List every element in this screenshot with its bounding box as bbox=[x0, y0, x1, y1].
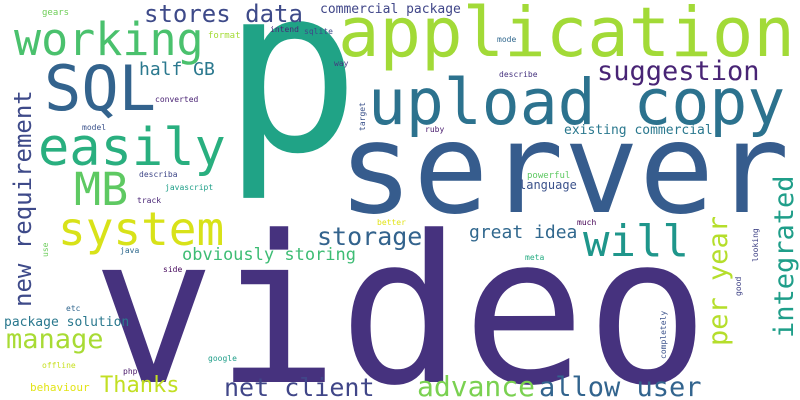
word: advance bbox=[417, 370, 535, 400]
word: upload copy bbox=[368, 66, 785, 139]
word: existing commercial bbox=[564, 123, 713, 138]
word: server bbox=[338, 97, 790, 242]
word: integrated bbox=[769, 175, 800, 338]
word: intend bbox=[270, 25, 299, 34]
word: meta bbox=[525, 253, 544, 262]
word: use bbox=[41, 242, 50, 257]
word: p bbox=[222, 0, 360, 205]
word: easily bbox=[38, 118, 226, 178]
word: better bbox=[377, 218, 406, 227]
word: will bbox=[583, 216, 689, 267]
word: offline bbox=[42, 361, 76, 370]
word: ruby bbox=[425, 125, 444, 134]
word: behaviour bbox=[30, 381, 90, 394]
word: model bbox=[82, 123, 106, 132]
word: track bbox=[137, 196, 161, 205]
word: allow user bbox=[539, 372, 702, 400]
word: system bbox=[58, 202, 224, 256]
word: suggestion bbox=[597, 56, 760, 87]
word: google bbox=[208, 354, 237, 363]
word: great idea bbox=[469, 222, 577, 243]
word: javascript bbox=[165, 183, 213, 192]
word: powerful bbox=[527, 171, 570, 181]
word: looking bbox=[751, 228, 760, 262]
word: good bbox=[734, 277, 743, 296]
word: mode bbox=[497, 35, 516, 44]
word: commercial package bbox=[320, 2, 461, 17]
word: half GB bbox=[139, 59, 215, 80]
word: side bbox=[163, 265, 182, 274]
word: sqlite bbox=[304, 27, 333, 36]
word: php bbox=[123, 367, 138, 376]
word: much bbox=[577, 218, 596, 227]
word: package solution bbox=[4, 315, 129, 330]
word: SQL bbox=[44, 52, 156, 125]
word: working bbox=[14, 13, 204, 66]
word: completely bbox=[659, 311, 668, 359]
word: storage bbox=[317, 222, 422, 251]
word: Thanks bbox=[100, 373, 179, 398]
word: way bbox=[334, 59, 349, 68]
word: etc bbox=[66, 304, 81, 313]
word: language bbox=[519, 178, 577, 192]
word: per year bbox=[703, 216, 734, 346]
word: stores data bbox=[144, 0, 303, 28]
word: format bbox=[208, 31, 241, 41]
word: MB bbox=[74, 163, 128, 216]
word: gears bbox=[42, 8, 69, 18]
word: describa bbox=[139, 170, 178, 179]
word: converted bbox=[155, 95, 199, 104]
word: java bbox=[120, 246, 139, 255]
word: describe bbox=[499, 70, 538, 79]
word: net client bbox=[224, 373, 375, 400]
word: new requirement bbox=[9, 90, 37, 307]
word: obviously storing bbox=[182, 245, 356, 265]
word: application bbox=[338, 0, 795, 73]
word: video bbox=[92, 193, 709, 400]
word: manage bbox=[6, 324, 104, 355]
word: target bbox=[358, 102, 367, 131]
